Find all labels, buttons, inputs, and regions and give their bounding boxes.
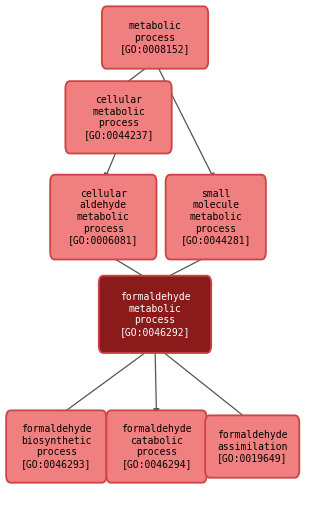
FancyBboxPatch shape	[99, 276, 211, 353]
FancyBboxPatch shape	[106, 410, 207, 483]
Text: metabolic
process
[GO:0008152]: metabolic process [GO:0008152]	[120, 21, 190, 54]
Text: formaldehyde
assimilation
[GO:0019649]: formaldehyde assimilation [GO:0019649]	[217, 430, 287, 463]
FancyBboxPatch shape	[65, 81, 172, 154]
Text: formaldehyde
catabolic
process
[GO:0046294]: formaldehyde catabolic process [GO:00462…	[121, 424, 192, 469]
Text: formaldehyde
metabolic
process
[GO:0046292]: formaldehyde metabolic process [GO:00462…	[120, 292, 190, 337]
Text: cellular
aldehyde
metabolic
process
[GO:0006081]: cellular aldehyde metabolic process [GO:…	[68, 189, 139, 245]
FancyBboxPatch shape	[166, 175, 266, 260]
FancyBboxPatch shape	[6, 410, 106, 483]
Text: cellular
metabolic
process
[GO:0044237]: cellular metabolic process [GO:0044237]	[83, 95, 154, 140]
FancyBboxPatch shape	[205, 415, 299, 478]
Text: small
molecule
metabolic
process
[GO:0044281]: small molecule metabolic process [GO:004…	[180, 189, 251, 245]
FancyBboxPatch shape	[50, 175, 157, 260]
Text: formaldehyde
biosynthetic
process
[GO:0046293]: formaldehyde biosynthetic process [GO:00…	[21, 424, 91, 469]
FancyBboxPatch shape	[102, 6, 208, 69]
